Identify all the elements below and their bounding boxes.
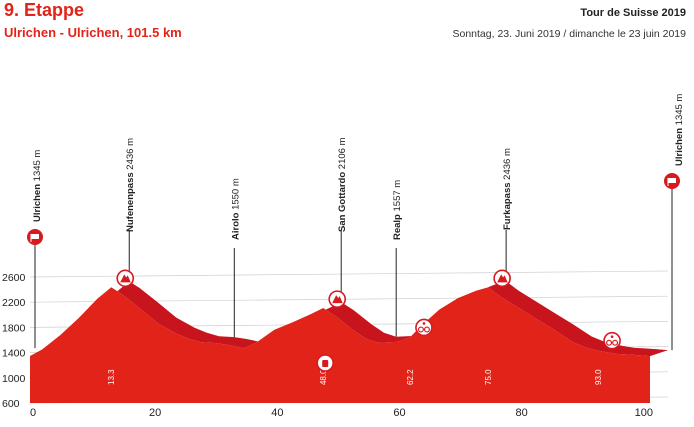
place-name: Ulrichen [674,125,685,166]
sprint-icon [603,331,621,350]
place-label: Airolo 1550 m [230,178,241,240]
place-altitude: 2106 m [337,137,348,169]
profile-front-face [30,287,650,403]
km-marker-label: 75.0 [484,369,493,385]
y-tick-label: 2600 [2,272,26,284]
y-tick-label: 1800 [2,322,26,334]
sprint-icon-wheel [606,339,613,346]
sprint-icon-wheel [423,326,430,333]
place-label: Nufenenpass 2436 m [125,138,136,232]
place-name: Airolo [230,210,241,240]
place-altitude: 1550 m [230,178,241,210]
flag-icon-flag [31,234,39,239]
place-label: San Gottardo 2106 m [337,137,348,232]
x-tick-label: 0 [30,407,36,419]
km-marker-label: 13.3 [107,369,116,385]
race-name: Tour de Suisse 2019 [580,7,686,19]
sprint-icon-rider [422,322,426,325]
x-tick-label: 60 [393,407,405,419]
place-name: Realp [392,211,403,240]
stage-date: Sonntag, 23. Juni 2019 / dimanche le 23 … [452,28,686,40]
place-name: Furkapass [502,180,513,230]
profile-top-surface [30,281,668,357]
climb-icon-mountain [332,295,343,304]
place-name: Nufenenpass [125,170,136,232]
sprint-icon [415,318,433,337]
y-tick-label: 600 [2,398,20,410]
y-tick-label: 1400 [2,348,26,360]
climb-icon [328,290,347,308]
climb-icon-mountain [120,274,131,283]
feed-zone-icon [316,354,335,372]
start-flag-icon [27,229,43,349]
sprint-icon-circle [415,318,433,337]
place-altitude: 2436 m [125,138,136,170]
sprint-icon-circle [603,331,621,350]
place-name: San Gottardo [337,169,348,232]
feed-zone-icon-bag [322,360,329,367]
km-marker-label: 48.0 [319,369,328,385]
climb-icon [116,269,135,288]
climb-icon-mountain [497,274,508,283]
place-altitude: 2436 m [502,148,513,180]
x-tick-label: 80 [516,407,528,419]
climb-icon [493,269,511,288]
sprint-icon-wheel [417,326,424,333]
stage-title: 9. Etappe [4,0,85,20]
place-label: Ulrichen 1345 m [674,94,685,166]
finish-flag-icon [664,173,680,351]
flag-icon-flag [668,178,676,183]
x-tick-label: 20 [149,407,161,419]
km-marker-label: 93.0 [594,369,603,385]
place-label: Furkapass 2436 m [502,148,513,230]
y-tick-label: 1000 [2,373,26,385]
place-name: Ulrichen [32,181,43,222]
place-altitude: 1557 m [392,180,403,212]
grid-line [29,270,669,278]
sprint-icon-wheel [612,339,619,346]
km-marker-label: 62.2 [406,369,415,385]
stage-route: Ulrichen - Ulrichen, 101.5 km [4,25,182,40]
x-tick-label: 40 [271,407,283,419]
x-tick-label: 100 [635,407,653,419]
y-tick-label: 2200 [2,297,26,309]
place-label: Realp 1557 m [392,180,403,240]
sprint-icon-rider [610,335,614,339]
place-altitude: 1345 m [32,150,43,182]
place-altitude: 1345 m [674,94,685,126]
place-label: Ulrichen 1345 m [32,150,43,222]
